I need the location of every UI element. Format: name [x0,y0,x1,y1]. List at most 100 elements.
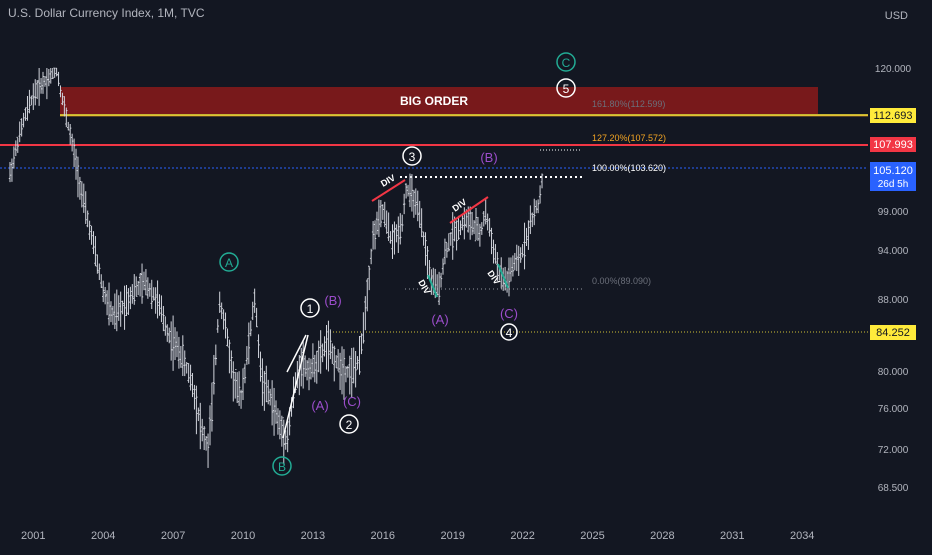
div-line-3 [427,274,438,298]
price-bar [263,370,266,411]
price-bar [59,85,62,98]
svg-text:112.693: 112.693 [874,110,913,122]
price-bar [439,272,443,288]
price-bar [127,288,130,315]
price-bar [313,354,317,383]
price-bar [199,402,202,450]
wave-pB1: (B) [324,293,341,308]
price-bar [354,350,357,388]
price-bar [395,224,398,243]
price-bar [342,349,346,400]
price-bar [488,218,491,237]
wave-pB2: (B) [480,150,497,165]
price-bar [348,355,351,395]
price-bar [136,280,140,296]
price-bar [16,136,19,153]
price-bar [202,426,206,451]
x-tick-label: 2022 [510,530,534,542]
price-bar [534,200,538,214]
x-axis[interactable]: 2001 2004 2007 2010 2013 2016 2019 2022 2025 2028… [21,530,814,542]
price-bar [344,366,348,383]
wave-3: 3 [402,146,422,166]
price-bar [41,71,45,94]
price-bar [166,324,169,342]
price-bar [418,200,421,228]
price-bar [146,277,150,299]
price-bar [63,96,66,117]
price-bar [30,95,33,106]
price-bar [373,220,377,250]
price-bar [325,325,328,370]
div-line-2 [449,196,489,224]
svg-text:1: 1 [307,302,314,316]
price-bar [193,384,196,410]
price-bar [14,140,18,157]
price-bar [10,158,14,182]
wave-1: 1 [300,298,320,318]
price-bar [253,288,256,313]
price-bar [218,291,221,313]
wave-4: 4 [500,323,518,341]
price-bar [391,224,394,259]
price-bar [329,329,332,360]
price-bar [164,316,167,336]
price-bar [346,365,350,378]
price-bar [70,133,74,152]
price-bar [420,208,423,238]
price-bar [195,385,198,435]
price-bar [222,309,225,330]
price-bar [492,239,495,264]
price-bar [424,232,427,266]
price-bar [109,301,113,323]
price-bar [533,198,536,226]
price-bar [206,433,210,468]
fib-0-label: 0.00%(89.090) [592,276,651,286]
price-bar [265,365,268,403]
price-bar [309,358,313,380]
price-bar [377,199,381,238]
price-bar [12,146,16,169]
price-bar [362,312,365,344]
price-bar [476,216,480,241]
price-bar [472,220,476,235]
price-bar [399,213,402,245]
price-bar [375,211,379,235]
svg-text:84.252: 84.252 [876,327,910,339]
price-bar [175,331,179,358]
price-bar [26,96,29,121]
price-bar [531,212,534,228]
price-bar [239,389,243,409]
price-bar [480,222,484,235]
y-tick-label: 120.000 [875,64,912,75]
price-bar [82,183,85,213]
price-bar [259,351,262,382]
price-bar [441,258,445,275]
wave-C-cyan: C [556,52,576,72]
price-bar [197,407,200,422]
price-bar [177,336,181,369]
price-bar [249,320,252,337]
price-bar [515,244,518,272]
y-axis[interactable]: 120.000 99.000 94.000 88.000 80.000 76.000 72.… [875,64,912,494]
price-bar [272,387,276,436]
wave-A-cyan: A [219,252,239,272]
x-tick-label: 2025 [580,530,604,542]
price-bar [451,212,454,260]
price-bar [183,350,186,377]
price-bar [527,220,530,250]
price-bar [511,255,515,277]
price-bar [389,231,392,244]
price-bar [88,220,91,240]
price-bar [257,334,260,359]
price-bar [55,67,58,77]
price-bar [162,306,165,332]
price-bar [22,112,25,128]
price-bar [387,212,390,241]
price-bar [364,296,367,331]
price-bar [90,225,93,245]
price-bar [371,221,375,250]
wave-B-cyan: B [272,456,292,476]
price-bar [255,307,258,328]
price-bar [455,220,458,251]
